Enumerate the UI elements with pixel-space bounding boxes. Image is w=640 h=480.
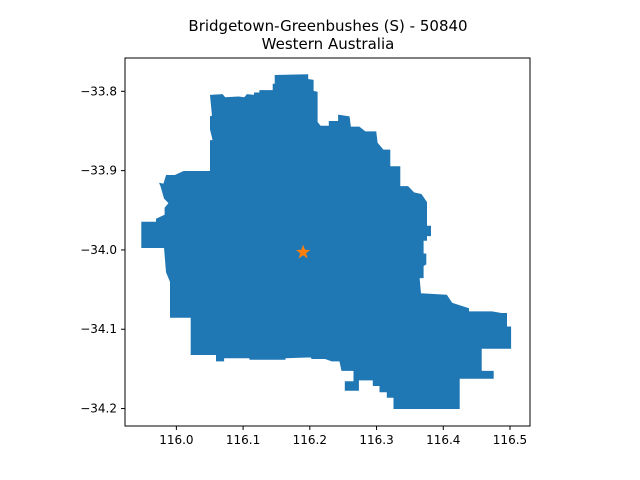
x-tick-label: 116.3 [359, 433, 393, 447]
x-axis: 116.0 116.1 116.2 116.3 116.4 116.5 [159, 426, 527, 447]
chart-title-line2: Western Australia [262, 35, 395, 53]
x-tick-label: 116.0 [159, 433, 193, 447]
x-tick-label: 116.5 [493, 433, 527, 447]
chart-title-line1: Bridgetown-Greenbushes (S) - 50840 [188, 17, 467, 35]
y-axis: −33.8 −33.9 −34.0 −34.1 −34.2 [80, 84, 125, 416]
y-tick-label: −34.1 [80, 322, 117, 336]
location-star-marker [296, 244, 311, 259]
x-tick-label: 116.4 [426, 433, 460, 447]
plot-area [124, 57, 531, 427]
y-tick-label: −34.2 [80, 402, 117, 416]
axes-frame [124, 57, 531, 427]
y-tick-label: −34.0 [80, 243, 117, 257]
x-tick-label: 116.1 [226, 433, 260, 447]
region-polygon [141, 74, 512, 409]
x-tick-label: 116.2 [293, 433, 327, 447]
y-tick-label: −33.9 [80, 164, 117, 178]
y-tick-label: −33.8 [80, 84, 117, 98]
